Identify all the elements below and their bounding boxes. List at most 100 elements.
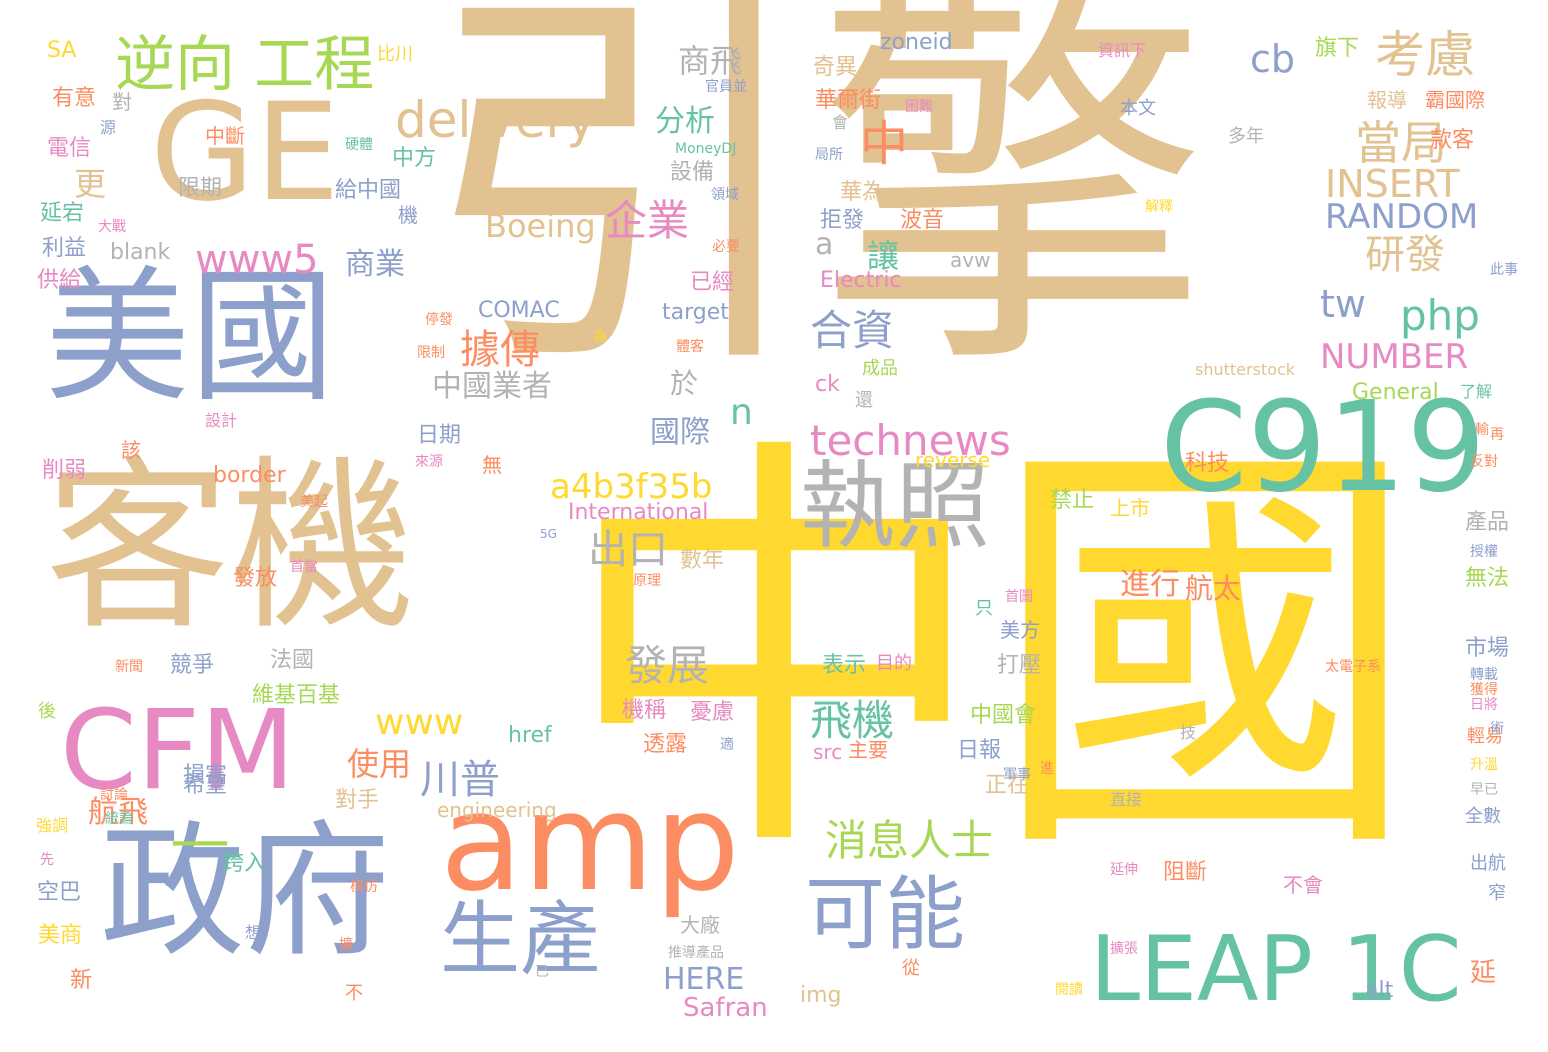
word-cjk-185: 軍事 [1003,767,1031,783]
word-cjk-150: 獲得 [1470,682,1498,698]
word-cjk-45: 讓 [867,237,900,275]
word-zoneid: zoneid [880,30,953,55]
word-tw: tw [1320,282,1366,326]
word-cjk-132: 比川 [377,44,413,65]
word-cjk-98: 法國 [270,648,315,673]
word-cjk-96: 發放 [233,566,278,591]
word-cjk-75: 禁止 [1050,488,1095,513]
word-cjk-48: 更 [74,165,107,203]
word-random: RANDOM [1325,197,1479,237]
word-cjk-99: 維基百基 [252,683,341,708]
word-electric: Electric [820,268,902,293]
word-cjk-95: 中方 [392,146,437,171]
word-cjk-143: 全數 [1465,806,1501,827]
word-cjk-139: 後 [38,701,56,722]
word-cjk-5: 政府 [100,808,390,977]
word-cjk-195: 推導產品 [668,945,724,961]
word-cjk-110: 表示 [822,653,867,678]
word-cjk-170: 限制 [417,345,445,361]
word-cjk-19: 消息人士 [825,816,994,865]
word-cjk-179: 原理 [633,573,661,589]
word-cjk-134: 中斷 [205,124,245,148]
word-cjk-57: 奇異 [813,55,858,80]
word-cjk-13: 可能 [805,868,965,961]
word-cjk-133: 對 [112,90,132,114]
word-cjk-118: 日報 [957,738,1002,763]
word-cjk-129: 多年 [1228,126,1264,147]
word-cjk-182: 首圖 [1005,589,1033,605]
word-comac: COMAC [478,298,560,323]
word-cjk-91: 削弱 [42,458,87,483]
word-cjk-86: 有意 [52,86,97,111]
word-cjk-93: 給中國 [335,178,402,203]
word-n: n [730,392,753,433]
word-cjk-109: 憂慮 [690,700,735,725]
word-img: img [800,983,842,1008]
word-cjk-36: 發展 [625,641,710,690]
word-cjk-102: 對手 [335,788,380,813]
word-cjk-49: 使用 [347,745,412,783]
word-php: php [1400,291,1480,340]
word-cjk-190: 模仿 [350,879,378,895]
word-cjk-189: 延伸 [1110,862,1138,878]
word-cjk-60: 華為 [840,180,885,205]
word-src: src [813,740,843,764]
word-cjk-122: 打壓 [997,653,1042,678]
word-shutterstock: shutterstock [1195,360,1296,379]
word-cjk-192: 擴 [339,937,353,953]
word-cjk-120: 中國會 [970,703,1037,728]
word-cjk-191: 想 [245,923,262,942]
word-cjk-164: 官員並 [705,79,747,95]
word-cjk-88: 延宕 [40,201,85,226]
word-cjk-141: 強調 [36,816,69,835]
word-cjk-20: 考慮 [1375,26,1475,84]
word-cjk-184: 適 [720,737,734,753]
word-cjk-38: 川普 [420,757,500,803]
word-cjk-55: 款客 [1430,128,1475,153]
word-amp: amp [440,764,740,921]
word-cjk-168: 會 [832,113,849,132]
word-cjk-9: 執照 [800,452,991,562]
word-cjk-154: 反對 [1470,454,1498,470]
word-cjk-47: 分析 [655,104,715,139]
word-cjk-112: 主要 [848,738,888,762]
word-cjk-149: 日將 [1470,697,1498,713]
word-cjk-3: 客機 [45,439,415,655]
word-cjk-197: 閱讀 [1055,982,1083,998]
word-cjk-92: 限期 [178,176,223,201]
word-leap-1c: LEAP 1C [1090,917,1462,1022]
word-cjk-173: 還 [855,390,873,411]
word-cjk-128: 延 [1470,958,1497,988]
word-cjk-187: 直接 [1110,790,1143,809]
word-cjk-14: 逆向 工程 [115,30,375,100]
word-c919: C919 [1160,375,1486,520]
word-insert: INSERT [1325,162,1460,206]
word-cjk-181: 只 [975,598,993,619]
word-cjk-40: 中國業者 [432,369,552,404]
word-cjk-145: 窄 [1488,883,1506,904]
word-5g: 5G [540,527,557,541]
word-safran: Safran [683,993,768,1023]
word-cjk-80: 數年 [680,548,725,573]
word-cjk-193: 不 [345,983,363,1004]
word-cjk-22: 當局 [1355,116,1447,170]
word-cjk-177: 美起 [300,494,328,510]
word-cjk-81: 日期 [417,423,462,448]
word-cjk-35: 出口 [588,527,668,573]
word-cjk-54: 旗下 [1315,36,1360,61]
word-cjk-82: 於 [670,367,699,400]
word-cjk-72: 科技 [1185,451,1230,476]
word-a: a [815,227,834,262]
word-cjk-157: 此事 [1490,262,1518,278]
word-cjk-135: 源 [100,118,117,137]
word-cjk-106: 新 [70,968,93,993]
word-sa: SA [47,38,77,63]
word-cjk-94: 設備 [670,160,715,185]
word-cjk-87: 電信 [47,136,92,161]
word-ck: ck [815,372,840,397]
word-cjk-66: 已經 [690,270,735,295]
word-cjk-196: 從 [902,958,920,979]
word-cjk-125: 市場 [1465,636,1510,661]
word-cjk-169: 停發 [425,312,453,328]
